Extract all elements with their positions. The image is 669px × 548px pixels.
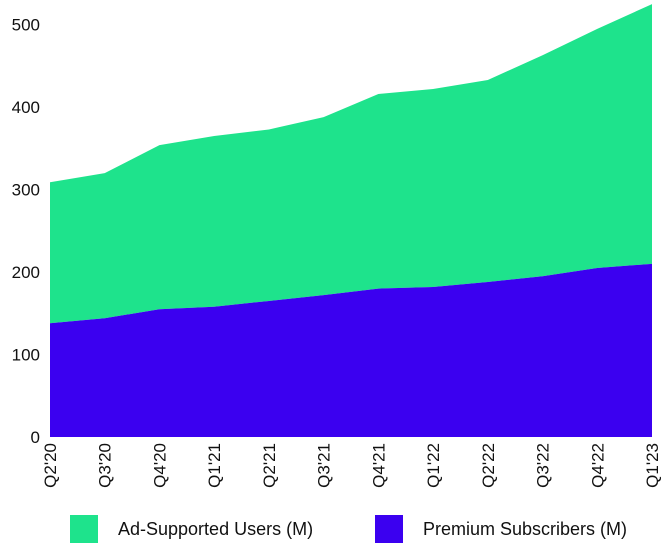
x-tick-label: Q4'22 [588, 443, 607, 488]
x-tick-label: Q3'21 [315, 443, 334, 488]
legend-item-premium: Premium Subscribers (M) [375, 514, 627, 544]
area-series-group [50, 4, 652, 437]
x-tick-label: Q1'21 [205, 443, 224, 488]
y-tick-label: 400 [12, 98, 40, 117]
x-tick-label: Q1'22 [424, 443, 443, 488]
y-tick-label: 500 [12, 16, 40, 35]
y-axis-ticks: 0 100 200 300 400 500 [12, 16, 40, 447]
x-tick-label: Q2'20 [41, 443, 60, 488]
legend-swatch-premium [375, 515, 403, 543]
legend-swatch-ad-supported [70, 515, 98, 543]
legend: Ad-Supported Users (M) Premium Subscribe… [0, 508, 669, 548]
y-tick-label: 0 [31, 428, 40, 447]
area-ad-supported-users [50, 4, 652, 324]
x-tick-label: Q4'21 [369, 443, 388, 488]
x-tick-label: Q2'21 [260, 443, 279, 488]
x-tick-label: Q1'23 [643, 443, 662, 488]
legend-label-ad-supported: Ad-Supported Users (M) [118, 518, 314, 539]
legend-item-ad-supported: Ad-Supported Users (M) [70, 514, 313, 544]
y-tick-label: 300 [12, 181, 40, 200]
y-tick-label: 200 [12, 263, 40, 282]
x-tick-label: Q4'20 [150, 443, 169, 488]
x-axis-ticks: Q2'20 Q3'20 Q4'20 Q1'21 Q2'21 Q3'21 Q4'21 Q1'22… [41, 443, 662, 488]
y-tick-label: 100 [12, 346, 40, 365]
area-premium-subscribers [50, 263, 652, 437]
x-tick-label: Q2'22 [479, 443, 498, 488]
x-tick-label: Q3'20 [96, 443, 115, 488]
legend-label-premium: Premium Subscribers (M) [423, 518, 628, 539]
x-tick-label: Q3'22 [534, 443, 553, 488]
